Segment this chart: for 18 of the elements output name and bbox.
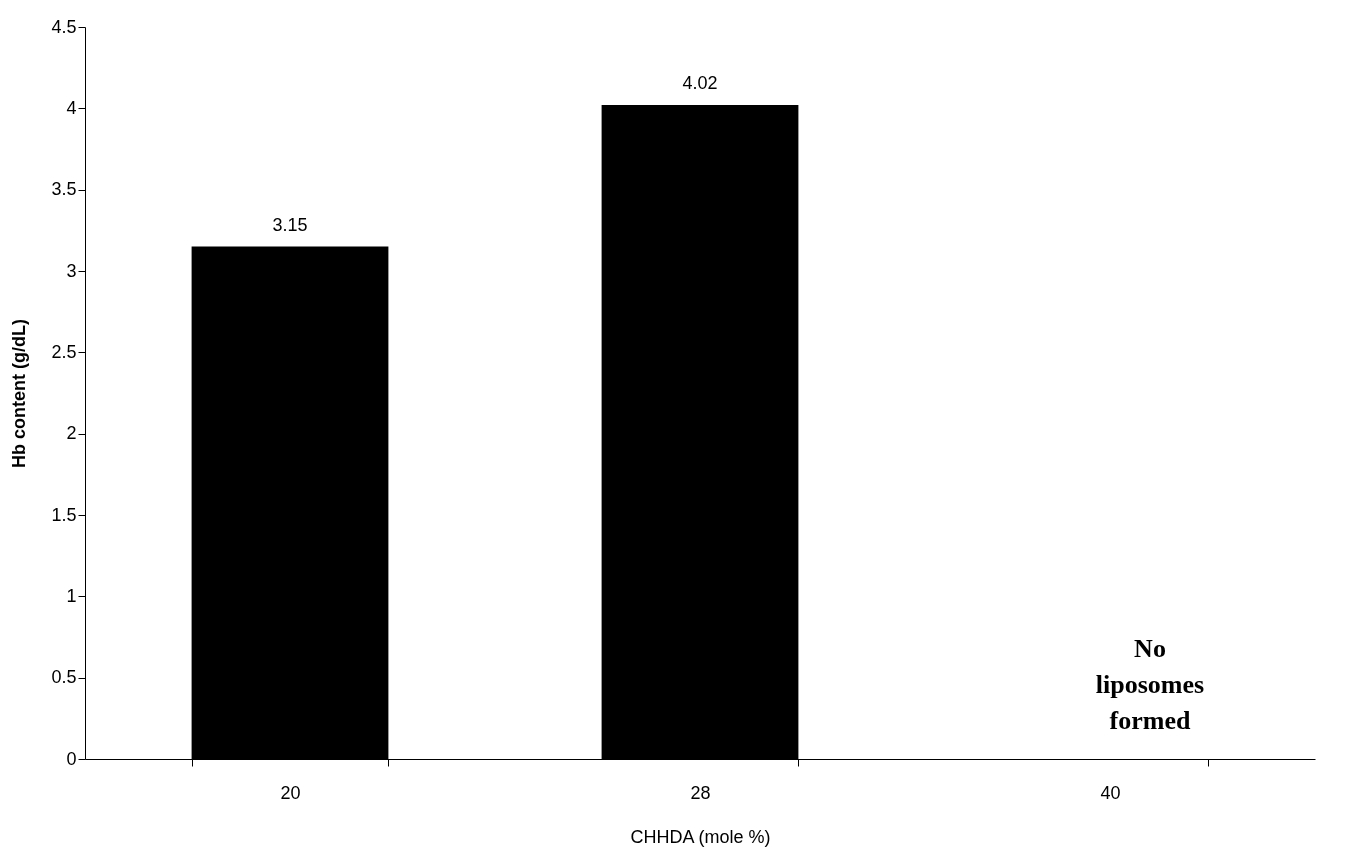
y-tick-label: 1: [66, 585, 77, 606]
annotation: No liposomes formed: [1095, 634, 1205, 736]
y-tick-label: 0.5: [51, 667, 77, 688]
y-axis-title: Hb content (g/dL): [9, 319, 30, 468]
y-tick-label: 1.5: [51, 504, 77, 525]
y-tick-label: 4: [66, 97, 77, 118]
x-tick-label: 40: [1100, 782, 1121, 803]
x-axis-title: CHHDA (mole %): [630, 826, 771, 847]
data-label: 4.02: [682, 73, 718, 94]
x-tick-label: 28: [690, 782, 711, 803]
y-tick-label: 0: [66, 748, 77, 769]
y-tick-label: 2: [66, 423, 77, 444]
y-tick-label: 2.5: [51, 341, 77, 362]
y-tick-label: 3: [66, 260, 77, 281]
y-tick-label: 4.5: [51, 16, 77, 37]
y-tick-label: 3.5: [51, 179, 77, 200]
x-tick-label: 20: [280, 782, 301, 803]
data-label: 3.15: [272, 214, 308, 235]
